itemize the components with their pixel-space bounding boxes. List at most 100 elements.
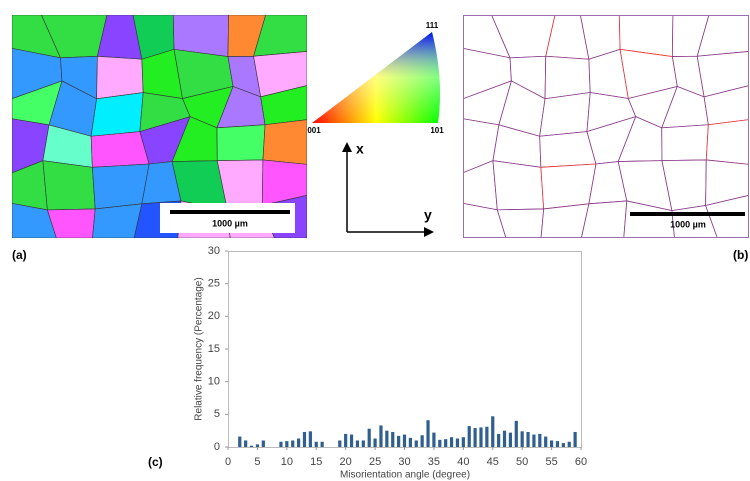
bar [479, 427, 482, 447]
x-tick-label: 5 [254, 456, 260, 468]
x-tick-label: 0 [225, 456, 231, 468]
bar [509, 433, 512, 447]
grain [43, 161, 95, 210]
bar [556, 441, 559, 447]
bar [474, 428, 477, 447]
grain-boundary [545, 56, 590, 98]
grain [263, 120, 307, 165]
grain-boundary [541, 204, 589, 238]
x-tick-label: 40 [457, 456, 469, 468]
bar [338, 440, 341, 447]
ipf-triangle-shade [312, 32, 440, 123]
x-tick-label: 25 [369, 456, 381, 468]
bar [244, 440, 247, 447]
bar [362, 440, 365, 447]
figure: 1000 µm 1000 µm 111 001 101 x y (a) (b) … [0, 0, 750, 481]
bar [550, 440, 553, 447]
bar [385, 431, 388, 447]
arrow-head [342, 142, 352, 152]
grain-boundary [581, 201, 626, 238]
bar [291, 440, 294, 447]
bar [379, 425, 382, 447]
x-tick-label: 55 [545, 456, 557, 468]
grain [97, 56, 144, 98]
bar [391, 432, 394, 447]
bar [256, 444, 259, 447]
arrow-label: y [424, 207, 432, 223]
grain-boundary [497, 209, 543, 238]
bar [544, 437, 547, 447]
bar [409, 438, 412, 447]
bar [403, 435, 406, 447]
bar [415, 440, 418, 447]
grain-boundary [540, 132, 596, 168]
y-tick-label: 5 [214, 408, 220, 420]
x-tick-label: 15 [310, 456, 322, 468]
grain-boundary [706, 120, 749, 165]
x-tick-label: 35 [428, 456, 440, 468]
bar [315, 442, 318, 447]
arrow-head [424, 227, 434, 237]
x-axis-title: Misorientation angle (degree) [340, 470, 470, 481]
bar [462, 437, 465, 447]
bar [497, 434, 500, 447]
bar [262, 440, 265, 447]
y-tick-label: 25 [208, 278, 220, 290]
grain [217, 125, 265, 161]
bar [456, 439, 459, 447]
x-tick-label: 45 [487, 456, 499, 468]
bar [350, 435, 353, 447]
bar [438, 440, 441, 447]
bar [568, 442, 571, 447]
ipf-label: 101 [430, 126, 444, 135]
x-tick-label: 10 [281, 456, 293, 468]
x-tick-label: 50 [516, 456, 528, 468]
bar [368, 429, 371, 447]
bar [503, 431, 506, 447]
x-tick-label: 30 [398, 456, 410, 468]
ipf-label: 001 [307, 126, 321, 135]
grain [92, 164, 149, 209]
panel-label: (a) [12, 248, 27, 262]
bar [562, 443, 565, 447]
boundary-map [463, 15, 749, 238]
bar [485, 427, 488, 447]
bar [279, 442, 282, 447]
y-tick-label: 0 [214, 441, 220, 453]
bar [432, 433, 435, 447]
bar [574, 432, 577, 447]
scale-label: 1000 µm [670, 219, 706, 229]
scale-label: 1000 µm [212, 218, 248, 228]
grain-boundary [540, 93, 591, 137]
bar [532, 435, 535, 447]
plot-frame [229, 252, 582, 448]
bar [450, 437, 453, 447]
bar [491, 416, 494, 447]
y-tick-label: 15 [208, 343, 220, 355]
y-tick-label: 30 [208, 245, 220, 257]
x-tick-label: 20 [340, 456, 352, 468]
y-axis-title: Relative frequency (Percentage) [194, 277, 205, 420]
panel-label: (b) [733, 248, 748, 262]
bar [397, 436, 400, 447]
grain-boundary [541, 164, 596, 209]
bar [250, 446, 253, 447]
bar [321, 442, 324, 447]
y-tick-label: 10 [208, 376, 220, 388]
bar [309, 431, 312, 447]
bar [444, 439, 447, 447]
arrow-label: x [356, 141, 364, 157]
ipf-label: 111 [426, 21, 439, 30]
bar [426, 420, 429, 447]
bar [526, 432, 529, 447]
bar [356, 440, 359, 447]
grain-boundary [493, 161, 544, 210]
grain-boundary [662, 125, 709, 161]
bar [297, 439, 300, 447]
bar [421, 435, 424, 447]
bar [521, 431, 524, 447]
bar [373, 439, 376, 447]
x-tick-label: 60 [575, 456, 587, 468]
panel-label: (c) [148, 455, 163, 469]
